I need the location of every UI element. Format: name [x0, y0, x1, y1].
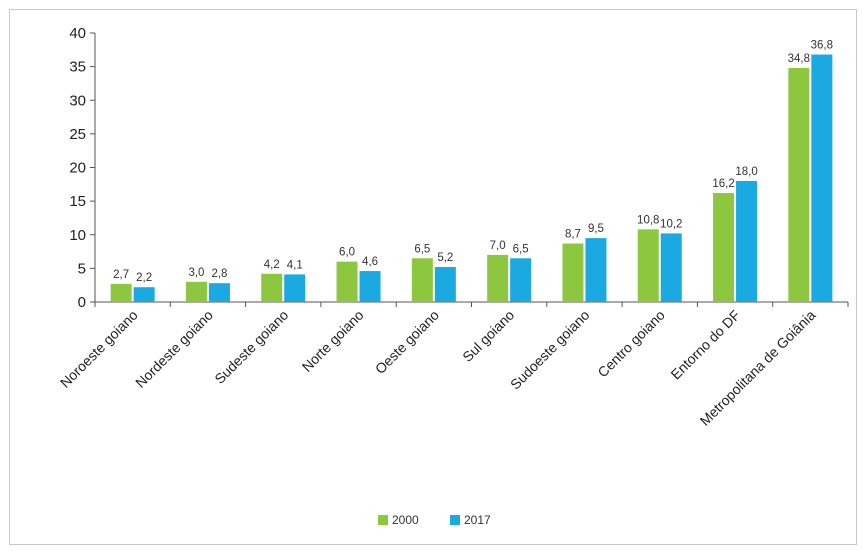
data-label-2000-7: 10,8	[637, 214, 659, 226]
data-label-2017-4: 5,2	[437, 252, 453, 264]
legend-swatch-2000	[378, 515, 388, 525]
category-label: Sudoeste goiano	[507, 307, 593, 393]
data-label-2017-6: 9,5	[588, 223, 604, 235]
data-label-2000-4: 6,5	[414, 243, 430, 255]
y-tick-label: 30	[69, 92, 86, 109]
bar-2017-1	[208, 283, 230, 302]
bar-2017-8	[736, 180, 758, 302]
bar-2017-6	[585, 238, 607, 302]
data-label-2017-9: 36,8	[811, 40, 833, 52]
bar-2017-9	[811, 54, 833, 302]
legend-swatch-2017	[450, 515, 460, 525]
y-tick-label: 20	[69, 160, 86, 177]
category-label: Sul goiano	[459, 307, 517, 365]
legend-label-2017: 2017	[464, 513, 491, 527]
data-label-2000-8: 16,2	[712, 178, 734, 190]
bar-2000-7	[637, 229, 659, 302]
bar-2000-4	[411, 258, 433, 302]
category-label: Noroeste goiano	[57, 307, 141, 391]
bar-2000-3	[336, 261, 358, 302]
data-label-2000-5: 7,0	[490, 240, 506, 252]
bar-2017-5	[510, 258, 532, 302]
bar-2000-2	[261, 273, 283, 302]
category-label: Sudeste goiano	[211, 307, 291, 387]
bar-2017-7	[660, 233, 682, 302]
category-label: Entorno do DF	[667, 307, 743, 383]
bar-2000-1	[185, 281, 207, 302]
bar-2000-9	[788, 67, 810, 302]
bar-2000-5	[487, 254, 509, 302]
data-label-2017-7: 10,2	[660, 218, 682, 230]
legend-label-2000: 2000	[392, 513, 419, 527]
bar-2000-0	[110, 283, 132, 302]
data-label-2017-0: 2,2	[136, 272, 152, 284]
data-label-2000-2: 4,2	[264, 259, 280, 271]
data-label-2000-6: 8,7	[565, 228, 581, 240]
data-label-2017-8: 18,0	[735, 166, 757, 178]
bar-2017-4	[434, 267, 456, 302]
y-tick-label: 15	[69, 193, 86, 210]
y-tick-label: 40	[69, 25, 86, 42]
y-tick-label: 0	[78, 294, 86, 311]
data-label-2000-0: 2,7	[113, 269, 129, 281]
data-label-2000-1: 3,0	[188, 267, 204, 279]
category-label: Norte goiano	[299, 307, 367, 375]
category-label: Oeste goiano	[372, 307, 442, 377]
category-label: Nordeste goiano	[132, 307, 216, 391]
category-label: Centro goiano	[594, 307, 668, 381]
data-label-2017-1: 2,8	[211, 268, 227, 280]
bar-2000-6	[562, 243, 584, 302]
data-label-2017-3: 4,6	[362, 256, 378, 268]
bar-2017-2	[284, 274, 306, 302]
data-label-2000-9: 34,8	[788, 53, 810, 65]
bar-2000-8	[713, 193, 735, 302]
y-tick-label: 25	[69, 126, 86, 143]
y-tick-label: 35	[69, 59, 86, 76]
y-tick-label: 10	[69, 227, 86, 244]
data-label-2017-5: 6,5	[513, 243, 529, 255]
y-tick-label: 5	[78, 260, 86, 277]
data-label-2017-2: 4,1	[287, 259, 303, 271]
bar-2017-3	[359, 271, 381, 302]
data-label-2000-3: 6,0	[339, 247, 355, 259]
bar-2017-0	[133, 287, 155, 302]
